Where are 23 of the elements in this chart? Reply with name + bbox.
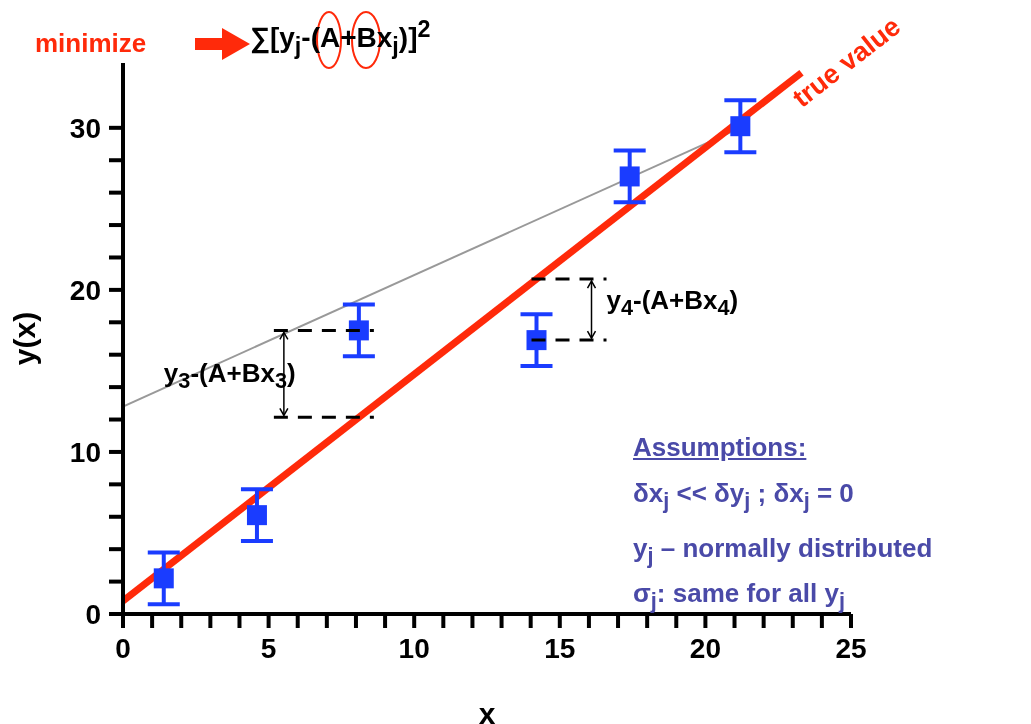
- x-tick-label: 25: [835, 632, 867, 664]
- annotation: y$_{j}$ – normally distributed: [633, 533, 933, 570]
- text: minimize: [35, 28, 147, 59]
- point: [730, 116, 751, 137]
- x-tick-label: 15: [544, 632, 576, 664]
- annotation: y$_{4}$-(A+Bx$_{4}$): [606, 285, 739, 322]
- y-tick-label: 30: [69, 112, 101, 144]
- x-tick-label: 5: [260, 632, 277, 664]
- x-axis-title: x: [478, 697, 496, 724]
- point: [153, 568, 174, 589]
- x-tick-label: 10: [398, 632, 430, 664]
- point: [348, 320, 369, 341]
- annotation: σ$_{j}$: same for all y$_{j}$: [633, 578, 845, 615]
- point: [619, 166, 640, 187]
- y-axis-title: y(x): [7, 311, 41, 366]
- y-tick-label: 10: [69, 436, 101, 468]
- annotation: δx$_{j}$ << δy$_{j}$ ; δx$_{j}$ = 0: [633, 478, 854, 515]
- x-tick-label: 0: [115, 632, 131, 664]
- point: [246, 505, 267, 526]
- x-tick-label: 20: [689, 632, 721, 664]
- y-tick-label: 0: [85, 598, 101, 630]
- y-tick-label: 20: [69, 274, 101, 306]
- annotation: Assumptions:: [633, 432, 807, 463]
